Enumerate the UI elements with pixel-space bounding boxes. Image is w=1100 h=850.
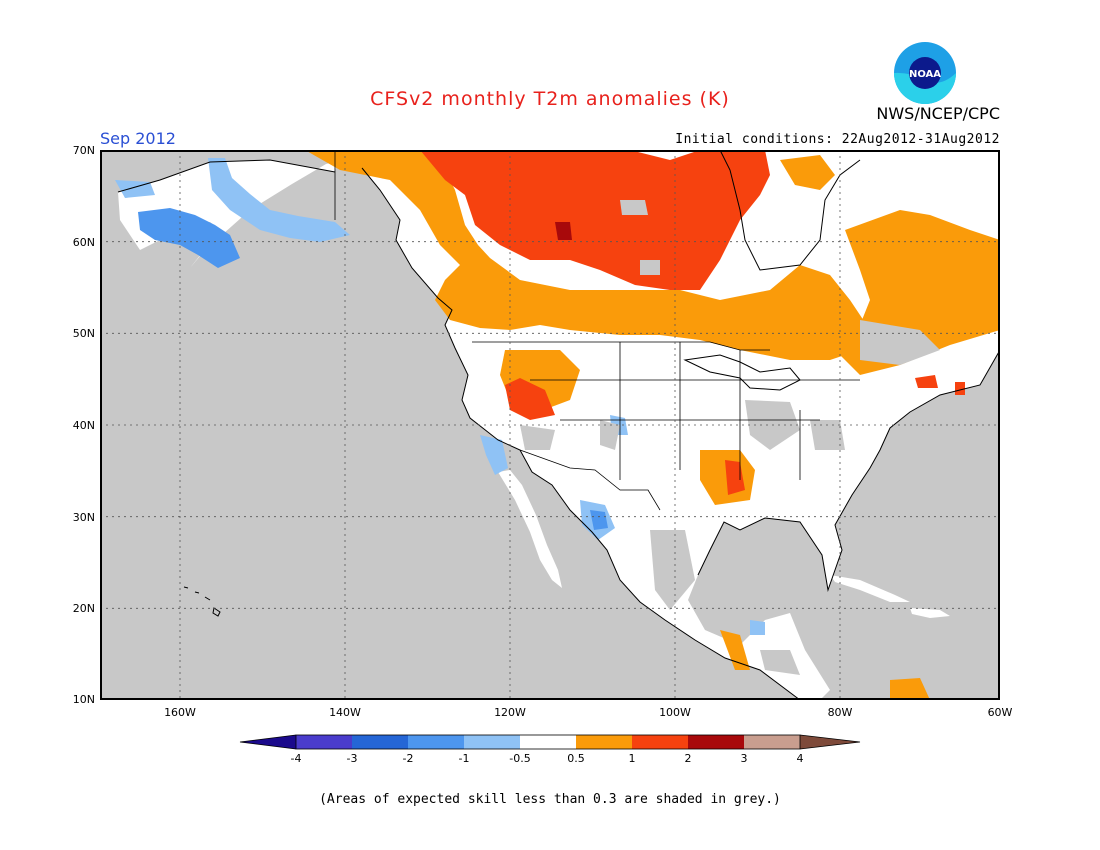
colorbar-bin	[520, 735, 576, 749]
colorbar-bin	[408, 735, 464, 749]
colorbar-label: -3	[346, 752, 358, 765]
hudson-bay-outline	[719, 150, 861, 271]
hawaii-islands	[183, 586, 221, 617]
great-lakes-outline	[683, 354, 801, 391]
colorbar-bin	[576, 735, 632, 749]
anomaly-red	[338, 150, 965, 495]
baja-peninsula	[498, 470, 562, 588]
greenland-land	[852, 150, 1000, 205]
lat-label: 10N	[72, 693, 95, 706]
logo-text: NOAA	[909, 69, 941, 80]
colorbar-bin	[632, 735, 688, 749]
lon-label: 60W	[987, 706, 1013, 719]
graticule	[100, 150, 1000, 700]
colorbar-label: -4	[290, 752, 302, 765]
lon-label: 80W	[827, 706, 853, 719]
lat-label: 60N	[72, 236, 95, 249]
anomaly-dark-red	[555, 222, 572, 240]
lon-label: 160W	[164, 706, 196, 719]
anomaly-medium-blue	[138, 208, 608, 530]
colorbar-bin	[296, 735, 352, 749]
anomaly-map	[100, 150, 1000, 700]
colorbar-min-arrow	[240, 735, 296, 749]
lat-label: 20N	[72, 602, 95, 615]
noaa-logo: NOAA	[894, 42, 956, 104]
lat-label: 70N	[72, 144, 95, 157]
map-frame	[100, 150, 1000, 700]
colorbar	[239, 734, 861, 750]
colorbar-label: 0.5	[567, 752, 585, 765]
colorbar-bin	[744, 735, 800, 749]
political-boundaries	[334, 150, 860, 511]
colorbar-label: -2	[402, 752, 414, 765]
colorbar-bin	[464, 735, 520, 749]
colorbar-label: 3	[740, 752, 748, 765]
colorbar-label: -0.5	[509, 752, 531, 765]
valid-month-label: Sep 2012	[100, 129, 176, 148]
lon-label: 140W	[329, 706, 361, 719]
map-title: CFSv2 monthly T2m anomalies (K)	[370, 88, 730, 110]
lat-label: 40N	[72, 419, 95, 432]
colorbar-bin	[352, 735, 408, 749]
colorbar-max-arrow	[800, 735, 860, 749]
lon-label: 120W	[494, 706, 526, 719]
colorbar-label: 1	[628, 752, 636, 765]
coastline-outline	[117, 159, 1000, 700]
colorbar-label: 4	[796, 752, 804, 765]
lat-label: 50N	[72, 327, 95, 340]
organization-label: NWS/NCEP/CPC	[876, 104, 1000, 123]
lon-label: 100W	[659, 706, 691, 719]
hispaniola-land	[910, 608, 950, 618]
lat-label: 30N	[72, 511, 95, 524]
skill-footnote: (Areas of expected skill less than 0.3 a…	[319, 792, 781, 807]
colorbar-label: -1	[458, 752, 470, 765]
colorbar-bin	[688, 735, 744, 749]
colorbar-label: 2	[684, 752, 692, 765]
initial-conditions-label: Initial conditions: 22Aug2012-31Aug2012	[675, 132, 1000, 147]
cuba-land	[830, 575, 910, 602]
